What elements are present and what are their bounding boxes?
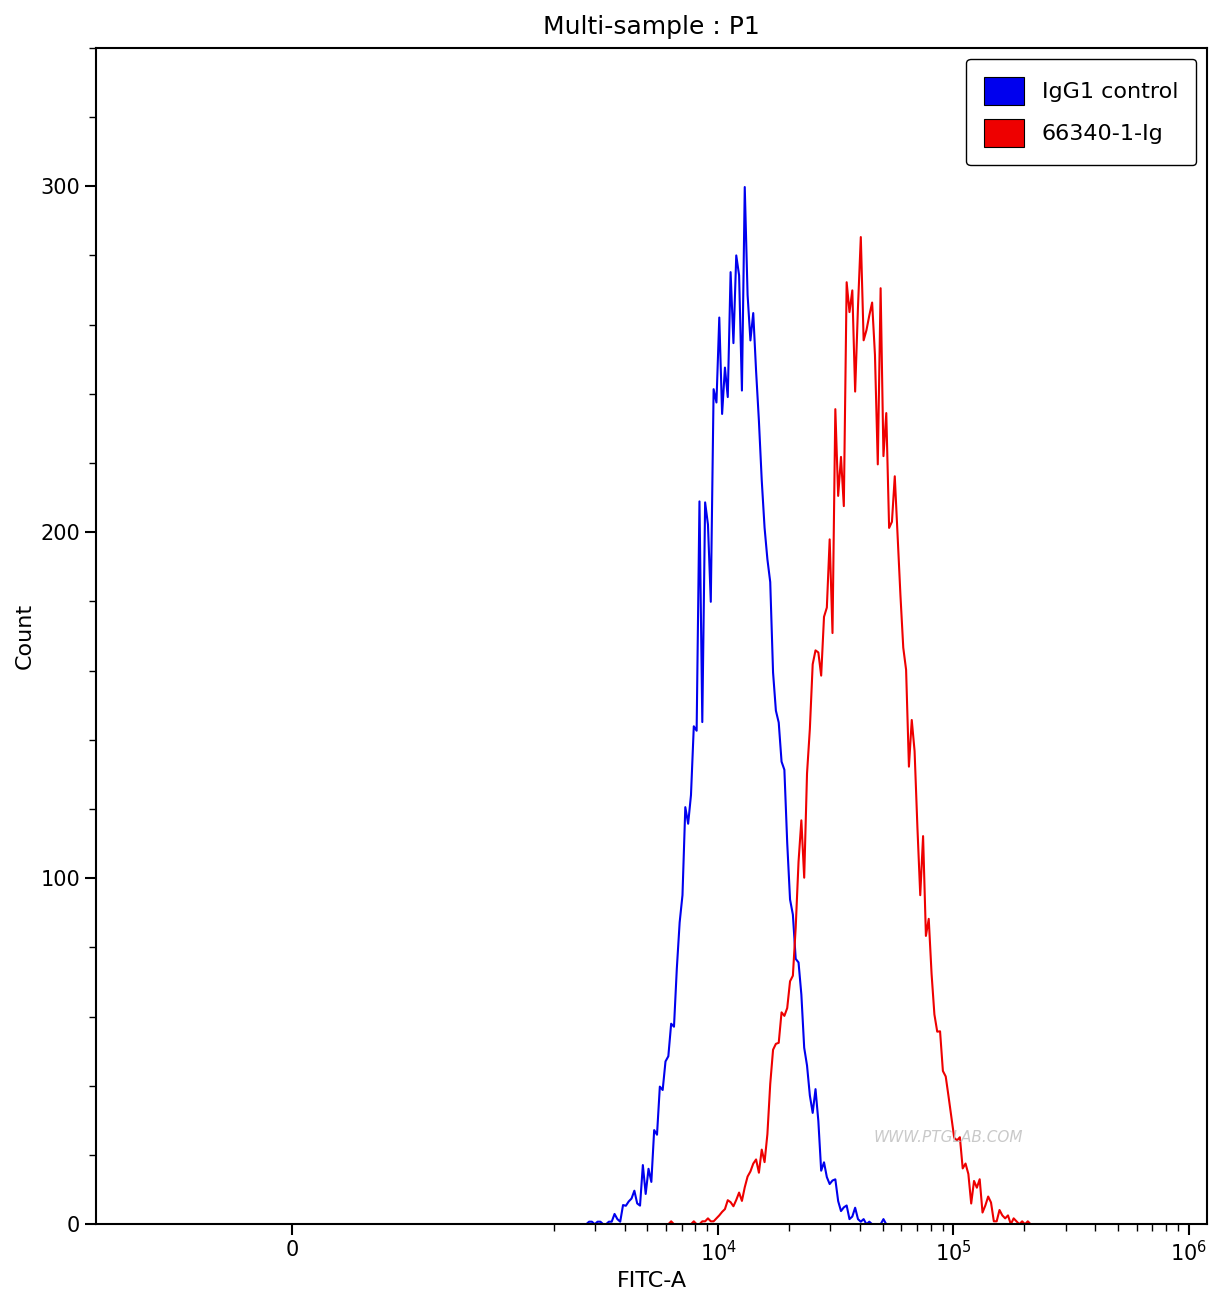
- IgG1 control: [755, 473, 769, 488]
- Title: Multi-sample : P1: Multi-sample : P1: [544, 14, 761, 39]
- Legend: IgG1 control, 66340-1-Ig: IgG1 control, 66340-1-Ig: [967, 59, 1197, 165]
- IgG1 control: [1066, 1216, 1080, 1232]
- 66340-1-Ig: [703, 1213, 718, 1229]
- 66340-1-Ig: [744, 1164, 758, 1179]
- Y-axis label: Count: Count: [15, 603, 36, 669]
- Line: IgG1 control: IgG1 control: [425, 187, 1207, 1224]
- IgG1 control: [737, 179, 752, 195]
- IgG1 control: [837, 1199, 851, 1215]
- X-axis label: FITC-A: FITC-A: [616, 1271, 687, 1292]
- Text: WWW.PTGLAB.COM: WWW.PTGLAB.COM: [873, 1130, 1024, 1145]
- IgG1 control: [703, 594, 718, 610]
- Line: 66340-1-Ig: 66340-1-Ig: [425, 238, 1207, 1224]
- 66340-1-Ig: [791, 854, 806, 870]
- IgG1 control: [746, 306, 761, 321]
- 66340-1-Ig: [854, 230, 869, 246]
- 66340-1-Ig: [418, 1216, 432, 1232]
- 66340-1-Ig: [1199, 1216, 1214, 1232]
- 66340-1-Ig: [834, 449, 849, 465]
- 66340-1-Ig: [752, 1165, 767, 1181]
- IgG1 control: [1199, 1216, 1214, 1232]
- IgG1 control: [418, 1216, 432, 1232]
- 66340-1-Ig: [1066, 1216, 1080, 1232]
- IgG1 control: [794, 987, 809, 1003]
